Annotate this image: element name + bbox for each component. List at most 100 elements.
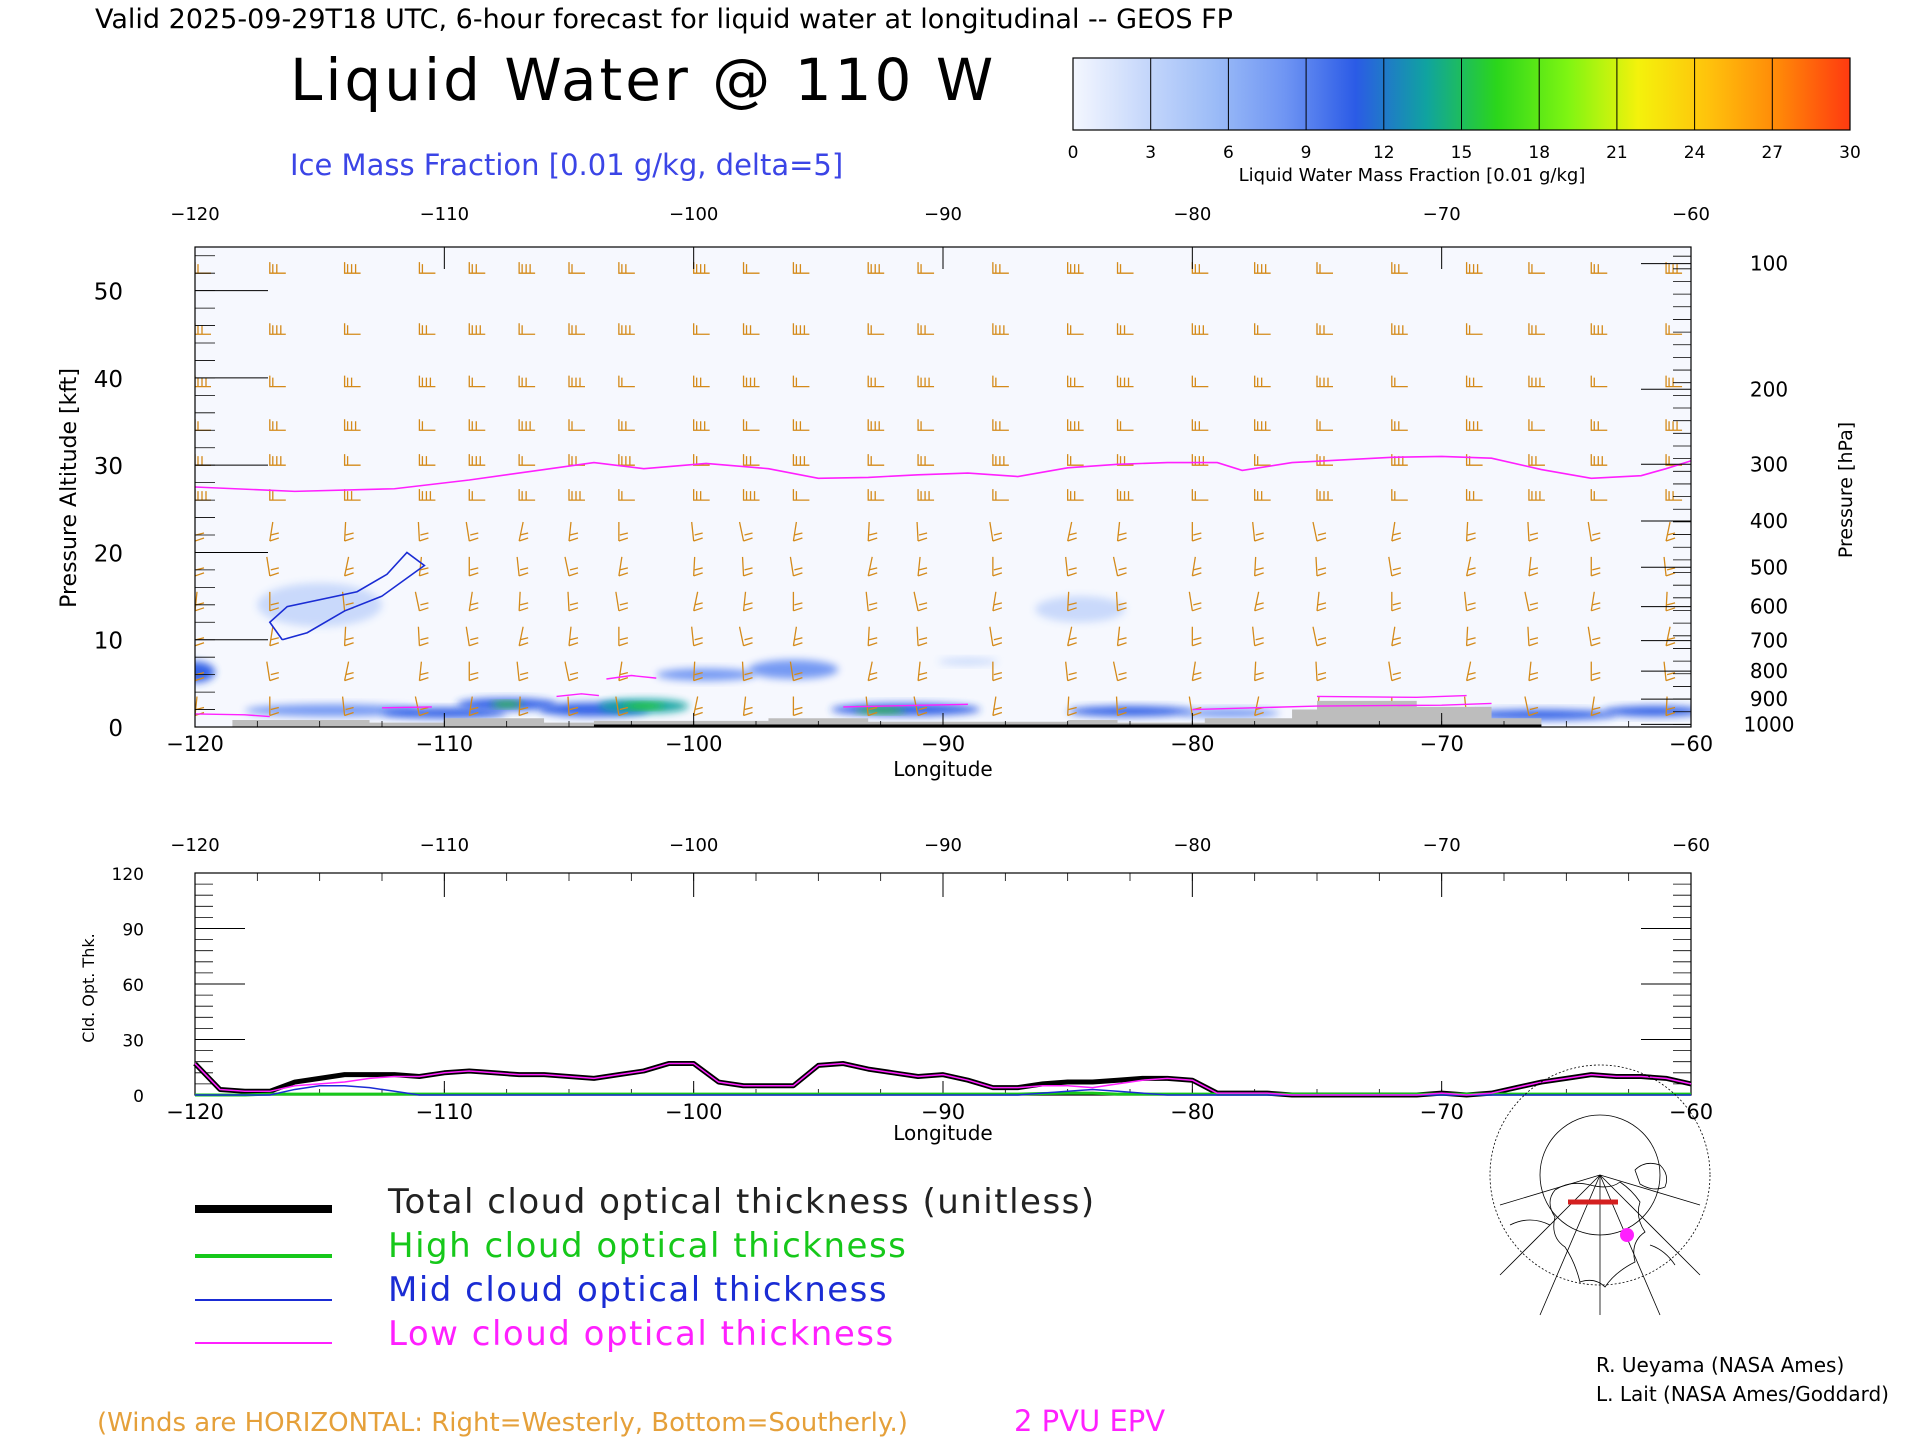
- wind-barb: [1465, 419, 1483, 431]
- wind-barb: [1590, 323, 1608, 335]
- wind-barb: [693, 262, 710, 274]
- wind-barb: [1465, 489, 1483, 501]
- wind-barb: [1067, 419, 1084, 431]
- colorbar-tick-label: 3: [1145, 143, 1156, 163]
- wind-barb: [742, 489, 760, 501]
- wind-barb: [1388, 556, 1402, 577]
- low-level-contour: [843, 703, 968, 708]
- wind-barb: [1528, 419, 1545, 431]
- winds-note: (Winds are HORIZONTAL: Right=Westerly, B…: [97, 1408, 908, 1438]
- wind-barb: [917, 454, 935, 466]
- wind-barb: [992, 375, 1009, 388]
- ice-contour-label: Ice Mass Fraction [0.01 g/kg, delta=5]: [290, 148, 843, 182]
- wind-barb: [867, 556, 878, 577]
- lower-x-tick-label: −60: [1669, 1100, 1713, 1124]
- wind-barb: [792, 696, 803, 717]
- wind-barb: [343, 626, 354, 647]
- low-level-contour: [1192, 702, 1492, 711]
- wind-barb: [1465, 661, 1476, 682]
- wind-barb: [418, 419, 436, 431]
- locator-point-marker: [1620, 1228, 1634, 1242]
- low-level-contour: [195, 713, 270, 718]
- wind-barb: [1191, 626, 1202, 647]
- lower-x-tick-label: −100: [665, 1100, 723, 1124]
- wind-barb: [343, 323, 361, 335]
- wind-barb: [992, 556, 1003, 577]
- wind-barb: [742, 454, 760, 466]
- colorbar-tick-label: 24: [1684, 143, 1706, 163]
- wind-barb: [568, 419, 585, 431]
- wind-barb: [1115, 591, 1127, 612]
- wind-barb: [1065, 556, 1077, 577]
- wind-barb: [269, 262, 286, 274]
- wind-barb: [1590, 556, 1601, 577]
- wind-barb: [564, 661, 579, 682]
- wind-barb: [269, 375, 286, 388]
- wind-barb: [1391, 375, 1408, 388]
- wind-barb: [1316, 262, 1333, 274]
- wind-barb: [992, 489, 1009, 501]
- pressure-tick-label: 200: [1750, 377, 1788, 401]
- wind-barb: [742, 591, 753, 612]
- colorbar-tick-label: 12: [1373, 143, 1395, 163]
- wind-barb: [343, 375, 361, 388]
- wind-barb: [468, 661, 479, 682]
- wind-barb: [1391, 419, 1408, 431]
- wind-barb: [341, 696, 354, 717]
- x-tick-label: −120: [166, 732, 224, 756]
- pressure-tick-label: 300: [1750, 452, 1788, 476]
- lower-y-tick-label: 120: [112, 865, 144, 885]
- wind-barb: [792, 591, 803, 612]
- liquid-water-patch: [656, 668, 757, 681]
- y-tick-label: 0: [108, 716, 123, 742]
- wind-barb: [738, 626, 753, 647]
- liquid-water-patch: [195, 661, 215, 683]
- wind-barb: [1188, 591, 1202, 612]
- wind-barb: [568, 375, 585, 388]
- wind-barb: [568, 626, 579, 647]
- liquid-water-patch: [1035, 596, 1126, 623]
- wind-barb: [913, 591, 928, 612]
- y-tick-label: 10: [94, 629, 123, 655]
- wind-barb: [343, 419, 361, 431]
- wind-barb: [1254, 323, 1271, 335]
- liquid-water-patch: [855, 707, 906, 714]
- wind-barb: [1254, 489, 1271, 501]
- wind-barb: [1665, 521, 1676, 542]
- wind-barb: [568, 323, 585, 335]
- lower-plot-frame: [194, 872, 1692, 1096]
- wind-barb: [792, 375, 810, 388]
- wind-barb: [1067, 696, 1077, 717]
- low-level-contour: [1316, 694, 1467, 699]
- wind-barb: [867, 419, 885, 431]
- x-tick-label-top: −120: [170, 204, 219, 225]
- wind-barb: [792, 454, 810, 466]
- wind-barb: [867, 626, 878, 647]
- lower-x-tick-label: −90: [921, 1100, 965, 1124]
- legend-label-mid: Mid cloud optical thickness: [388, 1270, 888, 1310]
- wind-barb: [916, 626, 928, 647]
- wind-barb: [1191, 556, 1202, 577]
- wind-barb: [1116, 262, 1134, 274]
- lower-y-tick-label: 30: [122, 1032, 144, 1052]
- wind-barb: [1391, 262, 1408, 274]
- wind-barb: [618, 626, 629, 647]
- wind-barb: [691, 626, 703, 647]
- wind-barb: [1665, 696, 1676, 717]
- y-tick-label: 20: [94, 541, 123, 567]
- wind-barb: [618, 522, 629, 542]
- x-tick-label: −60: [1669, 732, 1713, 756]
- liquid-water-panel: −120 −120 −110 −110 −100 −100 −90 −90 −80 −80 −70 −…: [94, 204, 1795, 756]
- wind-barb: [418, 489, 436, 501]
- wind-barb: [1665, 419, 1683, 431]
- wind-barb: [468, 454, 486, 466]
- wind-barb: [1590, 489, 1608, 501]
- terrain: [195, 700, 1542, 727]
- lower-x-tick-label-top: −100: [669, 835, 718, 856]
- wind-barb: [992, 323, 1009, 335]
- wind-barb: [742, 323, 760, 335]
- lower-x-tick-label: −70: [1420, 1100, 1464, 1124]
- liquid-water-patch: [938, 658, 998, 666]
- wind-barb: [1391, 591, 1402, 612]
